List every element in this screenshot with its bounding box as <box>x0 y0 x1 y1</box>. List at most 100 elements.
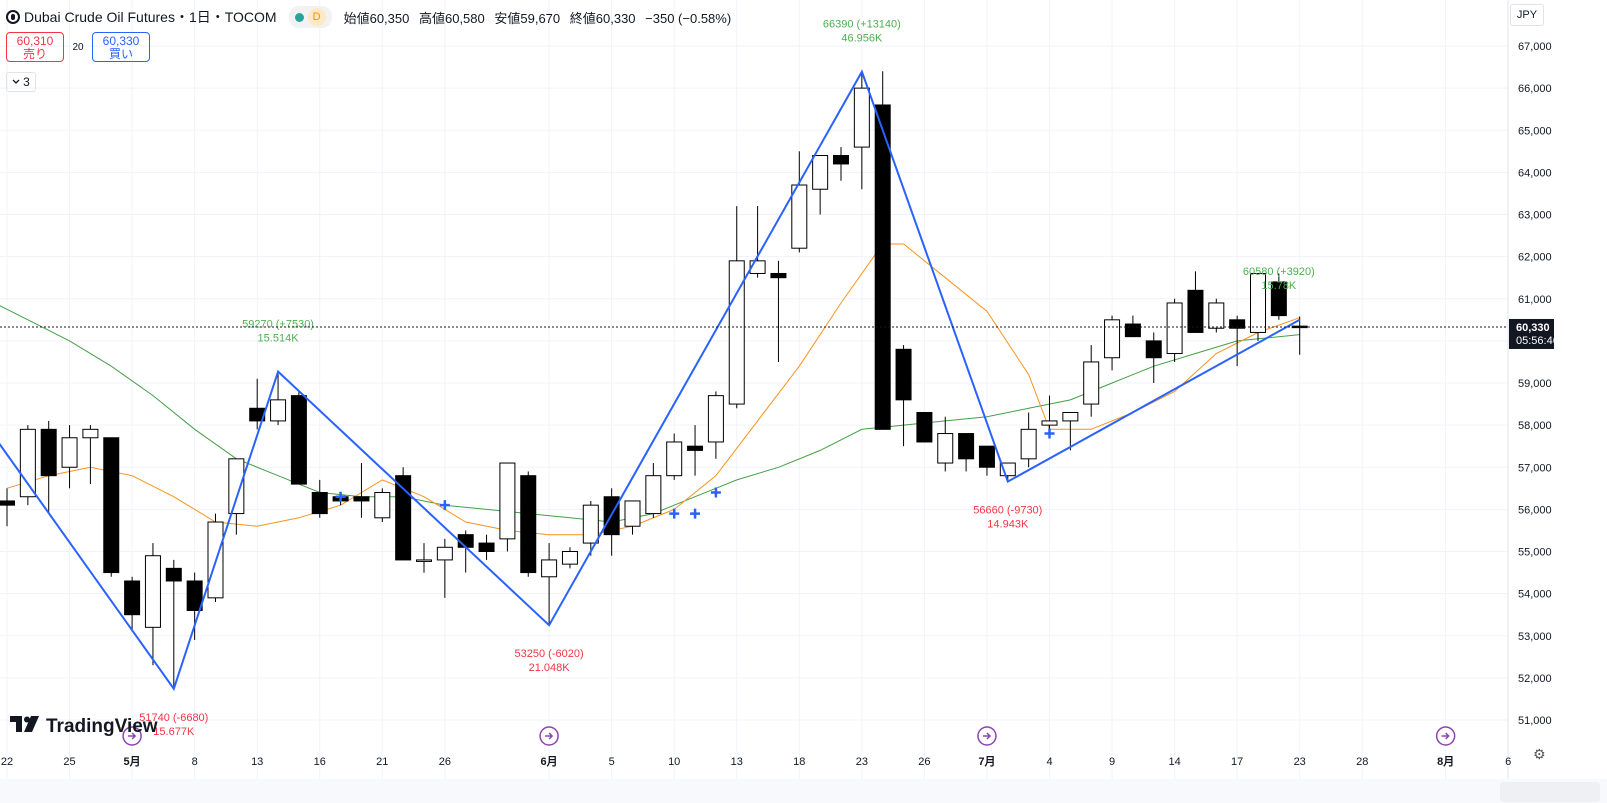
candle-body <box>395 475 412 561</box>
price-tick-label: 57,000 <box>1518 462 1552 474</box>
candle-body <box>436 546 453 561</box>
time-tick-label: 5 <box>609 756 615 768</box>
candle-body <box>541 559 558 578</box>
candle-body <box>1250 272 1266 333</box>
price-axis <box>1508 0 1607 779</box>
price-tick-label: 61,000 <box>1518 294 1552 306</box>
candle-body <box>374 492 391 519</box>
pivot-price-label: 51740 (-6680) <box>139 712 208 724</box>
candle-body <box>311 492 328 515</box>
pivot-price-label: 56660 (-9730) <box>973 505 1042 517</box>
price-tick-label: 53,000 <box>1518 631 1552 643</box>
signal-cross-marker <box>669 508 680 519</box>
time-tick-label: 23 <box>856 756 868 768</box>
candle-body <box>937 433 954 464</box>
time-tick-label: 28 <box>1356 756 1368 768</box>
candle-body <box>624 500 641 527</box>
candle-body <box>144 555 161 628</box>
candle-body <box>687 445 704 451</box>
pivot-price-label: 66390 (+13140) <box>823 19 901 31</box>
price-tick-label: 55,000 <box>1518 547 1552 559</box>
signal-cross-marker <box>690 508 701 519</box>
ohlc-low: 安値59,670 <box>494 10 561 26</box>
spread-value: 20 <box>72 41 84 53</box>
delay-badge: D <box>307 8 326 26</box>
countdown-label: 05:56:46 <box>1516 335 1559 347</box>
currency-selector[interactable]: JPY <box>1510 4 1544 26</box>
candle-body <box>1041 420 1058 426</box>
candle-body <box>1062 411 1079 422</box>
candle-body <box>0 500 15 506</box>
price-tick-label: 64,000 <box>1518 167 1552 179</box>
time-tick-label: 8月 <box>1437 755 1454 768</box>
signal-cross-marker <box>710 487 721 498</box>
time-axis-bar <box>0 779 1607 803</box>
candle-body <box>853 87 870 148</box>
pivot-volume-label: 15.677K <box>153 726 195 738</box>
time-tick-label: 8 <box>192 756 198 768</box>
pivot-volume-label: 15.78K <box>1261 280 1297 292</box>
time-tick-label: 26 <box>439 756 451 768</box>
candle-body <box>478 542 495 553</box>
time-tick-label: 18 <box>793 756 805 768</box>
settings-gear-icon[interactable]: ⚙ <box>1533 746 1546 762</box>
time-tick-label: 5月 <box>124 755 141 768</box>
chart-header: Dubai Crude Oil Futures・1日・TOCOM D 始値60,… <box>6 6 737 28</box>
time-tick-label: 10 <box>668 756 680 768</box>
symbol-title[interactable]: Dubai Crude Oil Futures・1日・TOCOM <box>24 9 277 25</box>
event-arrow-glyph <box>545 732 554 740</box>
current-price-label: 60,330 <box>1516 322 1550 334</box>
pivot-price-label: 53250 (-6020) <box>515 648 584 660</box>
pivot-price-label: 59270 (+7530) <box>242 319 314 331</box>
candle-body <box>290 395 307 485</box>
time-tick-label: 22 <box>1 756 13 768</box>
buy-button[interactable]: 60,330 買い <box>92 32 150 62</box>
candle-body <box>124 580 141 616</box>
candle-body <box>874 104 891 430</box>
trade-panel: 60,310 売り 20 60,330 買い <box>6 32 150 62</box>
indicator-count: 3 <box>23 75 30 89</box>
candle-body <box>1145 340 1162 359</box>
candle-body <box>895 348 912 401</box>
candle-body <box>833 155 849 165</box>
candle-body <box>1187 289 1204 333</box>
candle-body <box>165 567 182 582</box>
current-price-badge <box>1509 318 1554 349</box>
tradingview-mark-icon <box>10 716 40 738</box>
time-tick-label: 6 <box>1505 756 1511 768</box>
ohlc-high: 高値60,580 <box>418 10 485 26</box>
price-tick-label: 54,000 <box>1518 589 1552 601</box>
indicators-toggle[interactable]: 3 <box>6 72 36 92</box>
sell-price: 60,310 <box>16 34 54 48</box>
signal-cross-marker <box>1044 428 1055 439</box>
candle-body <box>791 184 808 249</box>
price-tick-label: 66,000 <box>1518 83 1552 95</box>
candle-body <box>103 437 120 574</box>
price-tick-label: 51,000 <box>1518 715 1552 727</box>
candle-body <box>1104 319 1121 359</box>
market-open-icon <box>294 12 304 22</box>
market-status[interactable]: D <box>288 6 332 28</box>
candle-body <box>1208 302 1225 329</box>
event-arrow-glyph <box>982 732 992 740</box>
candle-body <box>353 496 370 502</box>
ohlc-close: 終値60,330 <box>569 10 636 26</box>
sell-label: 売り <box>22 47 47 61</box>
candle-body <box>728 260 745 405</box>
ohlc-change: −350 (−0.58%) <box>645 10 732 26</box>
price-tick-label: 59,000 <box>1518 378 1552 390</box>
time-tick-label: 7月 <box>978 755 995 768</box>
candle-body <box>228 458 245 515</box>
candle-body <box>416 559 432 562</box>
event-arrow-glyph <box>1441 732 1450 740</box>
time-tick-label: 23 <box>1294 756 1306 768</box>
tradingview-logo[interactable]: TradingView <box>10 716 158 738</box>
candle-body <box>19 428 36 498</box>
sell-button[interactable]: 60,310 売り <box>6 32 64 62</box>
signal-cross-marker <box>335 491 346 502</box>
time-tick-label: 25 <box>63 756 75 768</box>
tradingview-wordmark: TradingView <box>46 716 158 737</box>
candle-body <box>916 411 933 443</box>
price-tick-label: 63,000 <box>1518 210 1552 222</box>
